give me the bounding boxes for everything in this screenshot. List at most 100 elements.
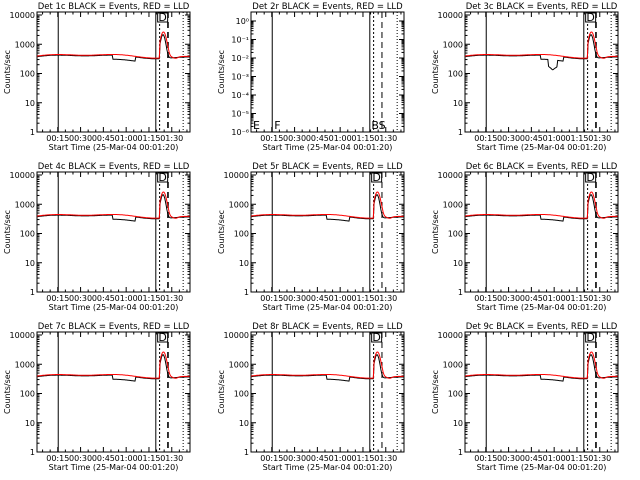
panel-title: Det 7c BLACK = Events, RED = LLD (38, 322, 190, 332)
x-axis-label: Start Time (25-Mar-04 00:01:20) (49, 463, 179, 472)
plot-frame (250, 331, 405, 453)
x-tick-label: 00:30 (69, 294, 92, 303)
panel-det-8: Det 8r BLACK = Events, RED = LLD Counts/s… (217, 322, 405, 472)
x-tick-label: 01:15 (351, 294, 374, 303)
y-tick-label: 100 (448, 230, 463, 239)
panel-det-7: Det 7c BLACK = Events, RED = LLD Counts/s… (3, 322, 191, 472)
x-axis-label: Start Time (25-Mar-04 00:01:20) (477, 463, 607, 472)
marker-box (157, 172, 169, 183)
x-tick-label: 01:15 (565, 294, 588, 303)
x-axis-label: Start Time (25-Mar-04 00:01:20) (49, 143, 179, 152)
y-axis-label: Counts/sec (431, 210, 440, 254)
y-tick-label: 10 (453, 419, 463, 428)
x-tick-label: 00:45 (520, 454, 543, 463)
series-events-line (464, 354, 618, 382)
x-tick-label: 01:30 (160, 294, 183, 303)
x-axis-label: Start Time (25-Mar-04 00:01:20) (263, 143, 393, 152)
y-tick-label: 10 (453, 259, 463, 268)
y-tick-label: 1000 (15, 40, 35, 49)
panel-title: Det 9c BLACK = Events, RED = LLD (466, 322, 618, 332)
y-tick-label: 10 (25, 99, 35, 108)
series-lld-line (36, 191, 190, 219)
x-tick-label: 01:00 (543, 134, 566, 143)
y-tick-label: 1 (30, 448, 35, 457)
x-tick-label: 00:15 (46, 294, 69, 303)
marker-box (585, 172, 597, 183)
y-tick-label: 1 (244, 288, 249, 297)
panel-det-1: Det 1c BLACK = Events, RED = LLD Counts/s… (3, 2, 191, 152)
marker-label: BS (371, 119, 385, 132)
x-tick-label: 00:45 (520, 134, 543, 143)
y-axis-label: Counts/sec (3, 50, 12, 94)
x-tick-label: 00:45 (306, 294, 329, 303)
y-tick-label: 100 (234, 390, 249, 399)
x-tick-label: 00:15 (474, 134, 497, 143)
plot-frame (464, 171, 619, 293)
plot-frame (36, 171, 191, 293)
x-tick-label: 00:15 (260, 454, 283, 463)
panel-det-6: Det 6c BLACK = Events, RED = LLD Counts/s… (431, 162, 619, 312)
y-tick-label: 1000 (443, 40, 463, 49)
plot-frame (464, 331, 619, 453)
y-tick-label: 10 (25, 419, 35, 428)
x-tick-label: 00:45 (306, 134, 329, 143)
plot-frame (250, 11, 405, 133)
y-tick-label: 10⁻¹ (231, 36, 249, 45)
series-events-line (36, 34, 190, 62)
x-tick-label: 01:00 (115, 294, 138, 303)
marker-box (585, 12, 597, 23)
panel-title: Det 3c BLACK = Events, RED = LLD (466, 2, 618, 12)
y-tick-label: 10 (453, 99, 463, 108)
x-tick-label: 00:15 (46, 454, 69, 463)
marker-label: D (372, 171, 380, 184)
y-tick-label: 10 (25, 259, 35, 268)
marker-label: D (586, 171, 594, 184)
y-tick-label: 10000 (10, 11, 35, 20)
y-tick-label: 10000 (10, 331, 35, 340)
x-tick-label: 01:30 (374, 294, 397, 303)
x-tick-label: 00:15 (260, 294, 283, 303)
series-lld-line (464, 31, 618, 59)
y-tick-label: 10⁻⁶ (231, 128, 249, 137)
x-tick-label: 01:15 (565, 134, 588, 143)
series-events-line (464, 34, 618, 71)
y-axis-label: Counts/sec (431, 370, 440, 414)
plot-frame (464, 11, 619, 133)
x-tick-label: 01:30 (374, 454, 397, 463)
y-tick-label: 100 (20, 390, 35, 399)
y-tick-label: 10⁻⁵ (231, 110, 249, 119)
y-tick-label: 1000 (443, 200, 463, 209)
x-tick-label: 00:30 (497, 134, 520, 143)
y-axis-label: Counts/sec (431, 50, 440, 94)
marker-box (585, 332, 597, 343)
series-lld-line (250, 191, 404, 219)
y-tick-label: 100 (448, 70, 463, 79)
x-tick-label: 01:30 (588, 134, 611, 143)
x-tick-label: 00:30 (69, 134, 92, 143)
marker-label: D (586, 331, 594, 344)
x-tick-label: 01:00 (329, 294, 352, 303)
series-events-line (36, 354, 190, 382)
y-tick-label: 10000 (438, 331, 463, 340)
panel-det-3: Det 3c BLACK = Events, RED = LLD Counts/s… (431, 2, 619, 152)
series-lld-line (250, 351, 404, 379)
plot-frame (36, 331, 191, 453)
x-tick-label: 01:00 (115, 134, 138, 143)
x-axis-label: Start Time (25-Mar-04 00:01:20) (477, 143, 607, 152)
x-tick-label: 00:15 (46, 134, 69, 143)
x-tick-label: 00:45 (520, 294, 543, 303)
x-tick-label: 01:30 (588, 294, 611, 303)
x-tick-label: 01:30 (160, 454, 183, 463)
x-tick-label: 01:15 (137, 454, 160, 463)
y-tick-label: 10 (239, 259, 249, 268)
x-tick-label: 01:30 (588, 454, 611, 463)
y-tick-label: 100 (448, 390, 463, 399)
y-tick-label: 1 (458, 448, 463, 457)
y-tick-label: 10⁻³ (231, 73, 249, 82)
x-tick-label: 01:15 (565, 454, 588, 463)
x-axis-label: Start Time (25-Mar-04 00:01:20) (477, 303, 607, 312)
panel-title: Det 2r BLACK = Events, RED = LLD (252, 2, 403, 12)
marker-label: D (158, 331, 166, 344)
y-tick-label: 1 (30, 288, 35, 297)
y-tick-label: 10 (239, 419, 249, 428)
